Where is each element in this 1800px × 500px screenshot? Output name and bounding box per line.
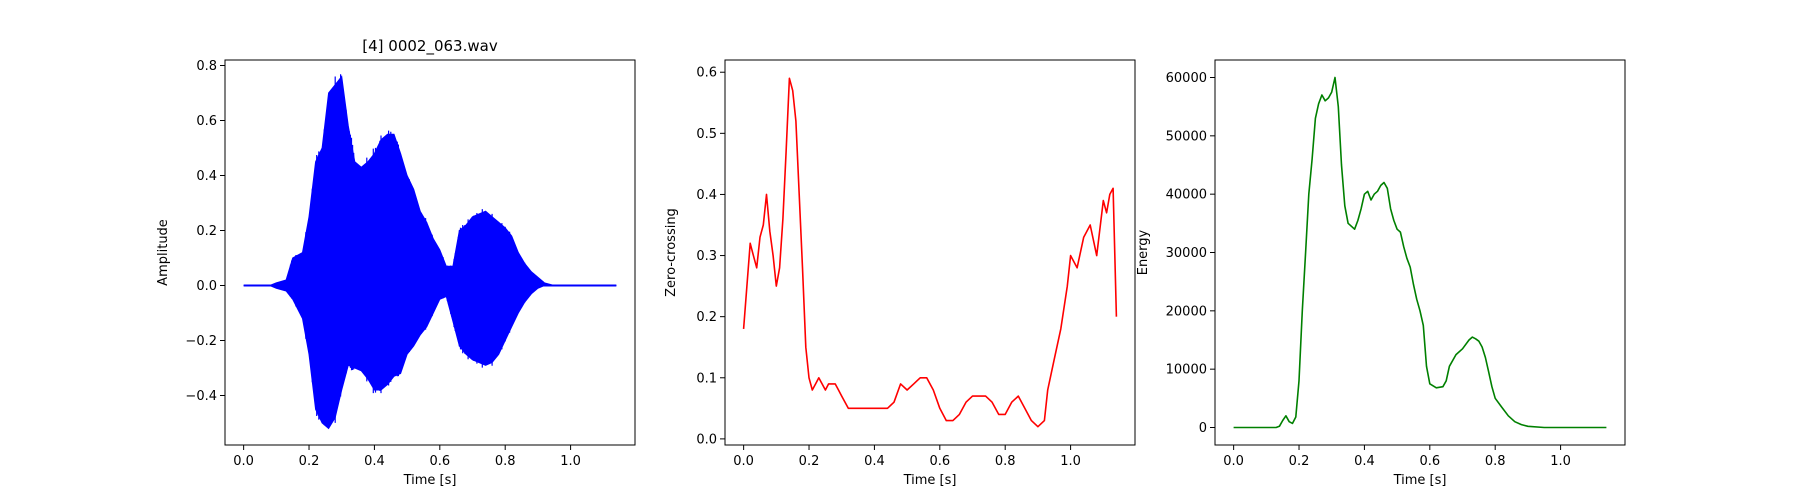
series-line <box>742 77 1118 428</box>
plot-frame <box>1214 59 1626 446</box>
series-line <box>1233 76 1607 429</box>
x-tick-label: 0.8 <box>995 454 1016 469</box>
chart-panel-2: 0.0 0.2 0.4 0.6 0.8 1.0 0.0 0.1 0.2 0.3 0.4 0.5 0.6 T… <box>664 59 1136 488</box>
y-tick-label: 30000 <box>1166 246 1207 261</box>
y-tick-label: −0.4 <box>185 389 217 404</box>
x-tick-label: 0.0 <box>733 454 754 469</box>
y-tick-label: 20000 <box>1166 304 1207 319</box>
plot-frame <box>724 59 1136 446</box>
y-tick-label: 0.6 <box>196 114 217 129</box>
x-tick-label: 0.4 <box>364 454 385 469</box>
x-tick-label: 0.6 <box>929 454 950 469</box>
waveform-spikes <box>270 74 554 426</box>
y-tick-label: 0.4 <box>196 169 217 184</box>
y-axis-label: Zero-crossing <box>664 208 679 297</box>
y-tick-label: 50000 <box>1166 129 1207 144</box>
x-tick-label: 1.0 <box>560 454 581 469</box>
y-tick-label: 0.4 <box>696 188 717 203</box>
y-tick-label: 0.8 <box>196 59 217 74</box>
x-axis-label: Time [s] <box>903 473 957 488</box>
x-axis-label: Time [s] <box>403 473 457 488</box>
y-tick-label: 0.2 <box>196 224 217 239</box>
y-axis-label: Amplitude <box>156 219 171 286</box>
x-tick-label: 0.8 <box>495 454 516 469</box>
y-tick-label: 0.3 <box>696 249 717 264</box>
y-tick-label: 0.0 <box>196 279 217 294</box>
y-axis-label: Energy <box>1136 229 1151 275</box>
plot-frame <box>224 59 636 446</box>
x-tick-label: 0.2 <box>799 454 820 469</box>
y-tick-label: −0.2 <box>185 334 217 349</box>
y-tick-label: 10000 <box>1166 363 1207 378</box>
x-tick-label: 0.0 <box>1223 454 1244 469</box>
y-tick-label: 0.0 <box>696 432 717 447</box>
chart-panel-3: 0.0 0.2 0.4 0.6 0.8 1.0 0 10000 20000 30000 40000 5… <box>1136 59 1626 488</box>
chart-panel-1: 0.0 0.2 0.4 0.6 0.8 1.0 −0.4 −0.2 0.0 0.2 0.4 0.6 0.… <box>156 37 636 488</box>
y-tick-label: 0.6 <box>696 66 717 81</box>
x-tick-label: 0.6 <box>1419 454 1440 469</box>
y-tick-label: 0.2 <box>696 310 717 325</box>
x-tick-label: 1.0 <box>1550 454 1571 469</box>
y-tick-label: 0.1 <box>696 371 717 386</box>
y-tick-label: 60000 <box>1166 71 1207 86</box>
y-tick-label: 40000 <box>1166 188 1207 203</box>
x-tick-label: 0.4 <box>1354 454 1375 469</box>
x-tick-label: 0.2 <box>299 454 320 469</box>
x-tick-label: 0.0 <box>233 454 254 469</box>
x-axis-label: Time [s] <box>1393 473 1447 488</box>
y-tick-label: 0 <box>1199 421 1207 436</box>
x-tick-label: 0.2 <box>1289 454 1310 469</box>
x-tick-label: 1.0 <box>1060 454 1081 469</box>
x-tick-label: 0.4 <box>864 454 885 469</box>
chart-title: [4] 0002_063.wav <box>362 37 498 56</box>
y-tick-label: 0.5 <box>696 127 717 142</box>
x-tick-label: 0.8 <box>1485 454 1506 469</box>
x-tick-label: 0.6 <box>429 454 450 469</box>
